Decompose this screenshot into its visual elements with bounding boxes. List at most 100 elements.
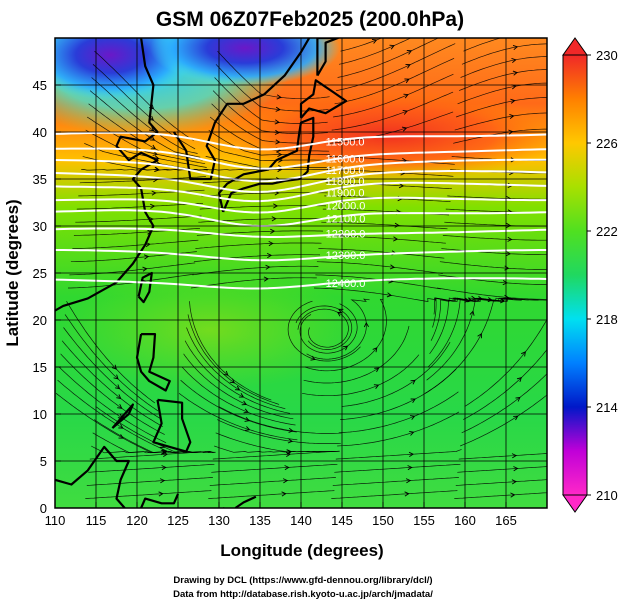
contour-label: 12000.0 [326,200,366,212]
streamline [69,262,196,276]
streamline-arrow [373,384,380,389]
streamline-arrow [161,465,167,471]
streamline [63,327,161,420]
streamline-arrow [404,78,410,84]
x-tick-label: 145 [331,513,353,528]
streamline [461,373,547,434]
streamline-arrow [270,228,276,234]
streamline [455,97,547,118]
contour-label: 11700.0 [326,165,365,177]
streamline [79,176,206,184]
streamline [85,490,212,499]
streamline [331,91,454,131]
streamline [66,301,156,404]
streamline [299,303,358,354]
streamline-arrow [266,252,273,259]
streamline [217,419,341,444]
streamline [457,82,547,105]
x-tick-label: 125 [167,513,189,528]
streamline-arrow [263,276,269,282]
streamline-arrow [407,465,413,471]
coastline [217,116,315,213]
streamline [187,314,280,405]
streamline [55,393,170,454]
streamline [461,43,547,65]
streamline-arrow [404,491,410,497]
streamline-arrow [113,374,119,380]
x-tick-label: 155 [413,513,435,528]
streamline-arrow [372,347,378,353]
streamline-arrow [265,264,271,270]
y-tick-label: 25 [33,266,47,281]
streamline [85,129,207,168]
streamline-arrow [502,280,508,286]
streamline-arrow [116,394,122,400]
streamline-arrow [470,295,477,301]
coastline [316,38,339,77]
streamline-arrow [223,370,229,376]
streamline-arrow [288,427,294,433]
y-tick-label: 15 [33,360,47,375]
streamline [189,301,272,401]
streamline-arrow [285,451,292,457]
streamline-arrow [464,297,470,303]
streamline-arrow [275,106,281,112]
streamline-arrow [389,264,396,270]
streamline-arrow [158,491,164,497]
streamline-arrow [111,364,117,370]
streamline-arrow [398,183,405,189]
streamline-arrow [509,113,515,120]
gridlines [55,38,547,508]
streamline [454,492,547,499]
streamline-arrow [386,292,393,298]
streamline-arrow [374,367,380,373]
streamline [463,38,503,52]
streamline-arrow [149,126,155,132]
streamline [332,477,459,486]
streamline [316,261,443,274]
coastline [299,79,348,119]
credit-drawing: Drawing by DCL (https://www.gfd-dennou.o… [173,575,432,586]
contour-label: 11900.0 [326,187,365,199]
streamline [338,391,459,434]
x-tick-label: 115 [86,513,107,528]
streamline-arrow [512,33,516,37]
coastline [152,398,192,453]
y-tick-label: 45 [33,78,47,93]
streamline-arrow [510,98,516,104]
streamline [306,298,370,360]
contour-label: 12300.0 [326,250,366,262]
streamline [441,248,547,256]
streamline-arrow [469,310,475,316]
colorbar-bar [562,54,588,496]
streamline [212,90,328,135]
streamline-arrow [151,190,157,196]
streamline-arrow [406,50,413,55]
streamline [61,340,163,427]
streamline [341,341,451,407]
streamline-arrow [150,144,157,150]
streamline [313,287,437,303]
contour-label: 12200.0 [326,228,366,240]
streamline [57,379,168,452]
streamline [214,77,328,124]
x-tick-label: 130 [208,513,230,528]
streamline-arrow [511,479,517,485]
streamline-arrow [409,430,415,436]
colorbar-ticks: 230 226 222 218 214 210 [587,48,618,503]
streamline [207,142,332,162]
streamline [334,463,461,473]
streamline-arrow [244,417,250,422]
streamline-arrow [403,93,409,99]
streamline [201,192,328,197]
y-tick-label: 40 [33,125,47,140]
streamline-arrow [154,166,161,172]
coastline [234,495,257,508]
subtropical-region [60,270,360,390]
streamline [454,112,547,131]
streamline-arrow [245,426,251,431]
streamline [303,325,410,384]
streamline [76,202,204,210]
streamline-arrow [234,385,241,391]
coastline [140,493,180,508]
